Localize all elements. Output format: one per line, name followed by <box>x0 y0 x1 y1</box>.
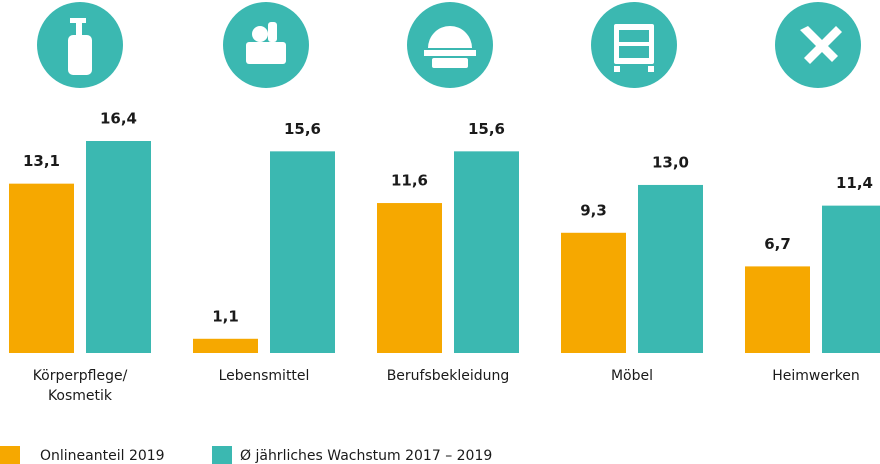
bar <box>454 151 519 353</box>
value-label: 1,1 <box>212 307 239 325</box>
legend-label: Onlineanteil 2019 <box>40 448 165 464</box>
legend-label: Ø jährliches Wachstum 2017 – 2019 <box>240 448 492 464</box>
category-label: Körperpflege/ Kosmetik <box>32 368 128 404</box>
bar <box>270 151 335 353</box>
value-label: 13,0 <box>652 153 689 171</box>
value-label: 16,4 <box>100 110 137 128</box>
value-label: 11,6 <box>391 172 428 190</box>
value-label: 13,1 <box>23 152 60 170</box>
value-label: 11,4 <box>836 174 873 192</box>
bar <box>377 203 442 353</box>
category-label: Berufsbekleidung <box>386 368 510 384</box>
bar <box>86 141 151 353</box>
bar <box>822 205 880 353</box>
bar <box>745 266 810 353</box>
bar <box>638 184 703 353</box>
category-label: Lebensmittel <box>218 368 310 384</box>
bar <box>561 232 626 353</box>
value-label: 9,3 <box>580 201 607 219</box>
icon-details <box>619 30 649 58</box>
value-label: 15,6 <box>468 120 505 138</box>
bar <box>9 183 74 353</box>
category-label: Heimwerken <box>772 368 860 384</box>
category-label: Möbel <box>610 368 654 384</box>
legend-swatch <box>212 446 232 464</box>
value-label: 6,7 <box>764 235 791 253</box>
bar <box>193 338 258 353</box>
value-label: 15,6 <box>284 120 321 138</box>
legend-swatch <box>0 446 20 464</box>
